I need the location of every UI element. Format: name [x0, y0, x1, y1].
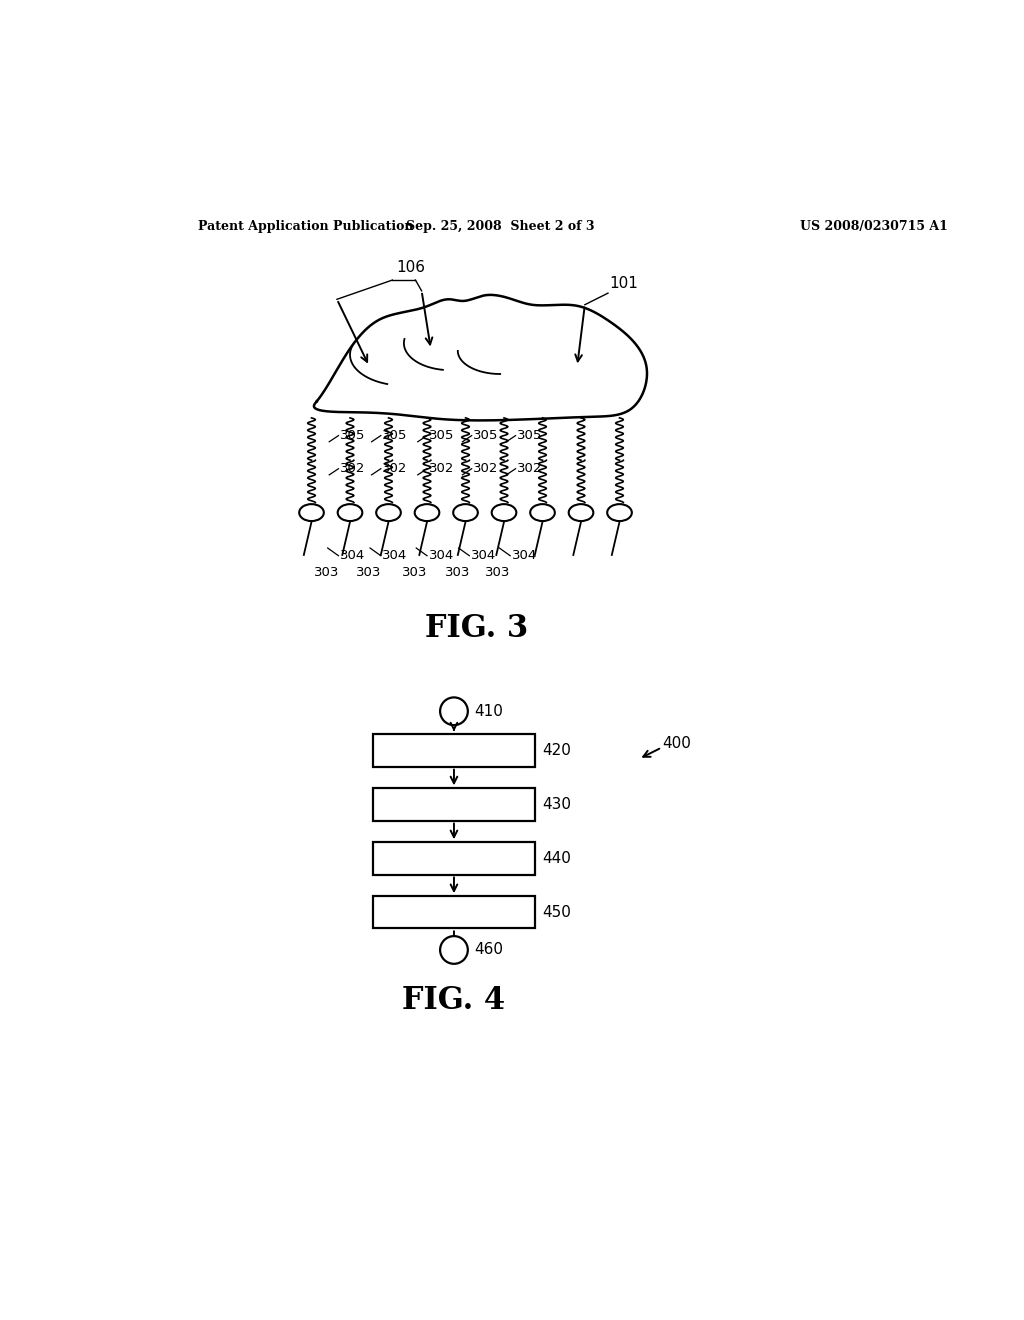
Text: 302: 302 — [473, 462, 499, 475]
Text: 305: 305 — [340, 429, 366, 442]
Text: 304: 304 — [429, 549, 454, 562]
Text: 302: 302 — [340, 462, 366, 475]
Ellipse shape — [376, 504, 400, 521]
Bar — [373, 734, 535, 767]
Bar — [373, 896, 535, 928]
Circle shape — [440, 936, 468, 964]
Text: 450: 450 — [543, 904, 571, 920]
Circle shape — [440, 697, 468, 725]
Text: 400: 400 — [662, 737, 691, 751]
Text: 304: 304 — [512, 549, 537, 562]
Ellipse shape — [299, 504, 324, 521]
Text: Sep. 25, 2008  Sheet 2 of 3: Sep. 25, 2008 Sheet 2 of 3 — [406, 219, 594, 232]
Ellipse shape — [530, 504, 555, 521]
Text: 303: 303 — [313, 566, 339, 579]
Ellipse shape — [415, 504, 439, 521]
Text: 305: 305 — [517, 429, 543, 442]
Text: 302: 302 — [382, 462, 408, 475]
Text: 304: 304 — [340, 549, 366, 562]
Text: 101: 101 — [609, 276, 638, 290]
Text: US 2008/0230715 A1: US 2008/0230715 A1 — [801, 219, 948, 232]
Text: 106: 106 — [396, 260, 425, 275]
Ellipse shape — [568, 504, 593, 521]
Text: 302: 302 — [517, 462, 543, 475]
Text: 430: 430 — [543, 797, 571, 812]
Text: 420: 420 — [543, 743, 571, 758]
Text: 305: 305 — [429, 429, 454, 442]
Text: 305: 305 — [382, 429, 408, 442]
Text: 303: 303 — [402, 566, 428, 579]
Text: 304: 304 — [382, 549, 408, 562]
Text: 303: 303 — [356, 566, 382, 579]
Text: 303: 303 — [444, 566, 470, 579]
Text: 304: 304 — [471, 549, 497, 562]
Ellipse shape — [454, 504, 478, 521]
Bar — [373, 842, 535, 875]
Polygon shape — [314, 294, 647, 420]
Text: 460: 460 — [474, 942, 503, 957]
Text: FIG. 4: FIG. 4 — [402, 985, 506, 1015]
Text: 440: 440 — [543, 851, 571, 866]
Text: 305: 305 — [473, 429, 499, 442]
Text: 302: 302 — [429, 462, 454, 475]
Ellipse shape — [492, 504, 516, 521]
Text: 410: 410 — [474, 704, 503, 719]
Bar — [373, 788, 535, 821]
Ellipse shape — [607, 504, 632, 521]
Ellipse shape — [338, 504, 362, 521]
Text: FIG. 3: FIG. 3 — [425, 612, 528, 644]
Text: 303: 303 — [484, 566, 510, 579]
Text: Patent Application Publication: Patent Application Publication — [199, 219, 414, 232]
